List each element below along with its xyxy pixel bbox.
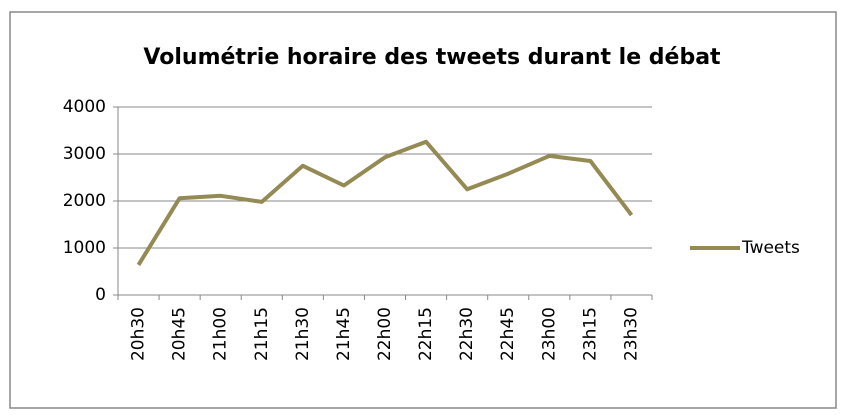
y-tick-label: 4000 [63, 97, 106, 117]
chart-border [9, 11, 837, 409]
y-tick-label: 1000 [63, 238, 106, 258]
x-tick-label: 22h00 [375, 307, 395, 361]
x-tick-label: 23h30 [621, 307, 641, 361]
x-tick-label: 21h45 [334, 307, 354, 361]
x-tick-label: 22h30 [457, 307, 477, 361]
x-tick-label: 23h15 [580, 307, 600, 361]
x-tick-label: 21h15 [252, 307, 272, 361]
x-tick-label: 23h00 [539, 307, 559, 361]
x-tick-label: 20h30 [129, 307, 149, 361]
x-tick-label: 21h00 [211, 307, 231, 361]
x-tick-label: 21h30 [293, 307, 313, 361]
x-tick-label: 22h15 [416, 307, 436, 361]
x-tick-label: 22h45 [498, 307, 518, 361]
legend-label: Tweets [741, 238, 800, 258]
y-tick-label: 2000 [63, 191, 106, 211]
y-tick-label: 3000 [63, 144, 106, 164]
chart-title: Volumétrie horaire des tweets durant le … [143, 45, 721, 70]
y-tick-label: 0 [95, 285, 106, 305]
series-line [136, 139, 634, 266]
x-tick-label: 20h45 [170, 307, 190, 361]
